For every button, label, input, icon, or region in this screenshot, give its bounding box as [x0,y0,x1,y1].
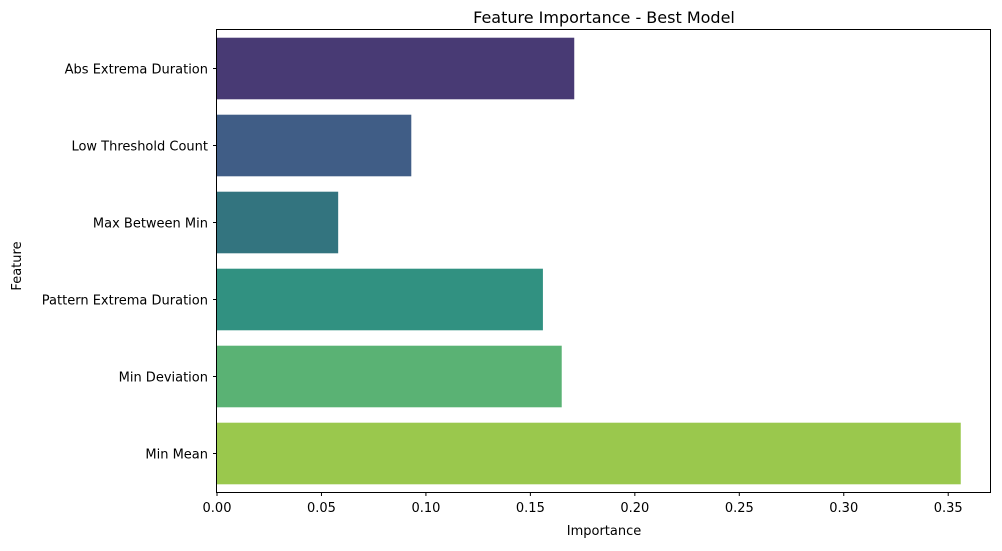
x-tick-label: 0.30 [829,501,858,516]
x-tick-label: 0.25 [725,501,754,516]
bars-layer [217,37,961,485]
x-tick-label: 0.15 [516,501,545,516]
x-tick-label: 0.35 [934,501,963,516]
y-axis: Abs Extrema Duration Low Threshold Count M… [42,63,217,463]
x-tick-label: 0.20 [620,501,649,516]
chart-title: Feature Importance - Best Model [473,8,735,27]
bar-min-deviation [217,345,562,408]
y-tick-label: Pattern Extrema Duration [42,294,208,309]
x-axis-label: Importance [567,524,642,539]
x-axis: 0.00 0.05 0.10 0.15 0.20 0.25 0.30 0.35 [203,492,963,516]
y-tick-label: Max Between Min [93,217,208,232]
bar-pattern-extrema-duration [217,268,543,331]
y-tick-label: Min Deviation [119,371,208,386]
bar-abs-extrema-duration [217,37,575,100]
x-tick-label: 0.05 [307,501,336,516]
x-tick-label: 0.10 [411,501,440,516]
plot-frame [216,29,991,493]
y-axis-label: Feature [10,241,25,290]
x-tick-label: 0.00 [203,501,232,516]
y-tick-label: Abs Extrema Duration [65,63,208,78]
y-tick-label: Low Threshold Count [71,140,208,155]
bar-low-threshold-count [217,114,412,177]
y-tick-label: Min Mean [145,448,208,463]
bar-min-mean [217,422,961,485]
bar-max-between-min [217,191,339,254]
